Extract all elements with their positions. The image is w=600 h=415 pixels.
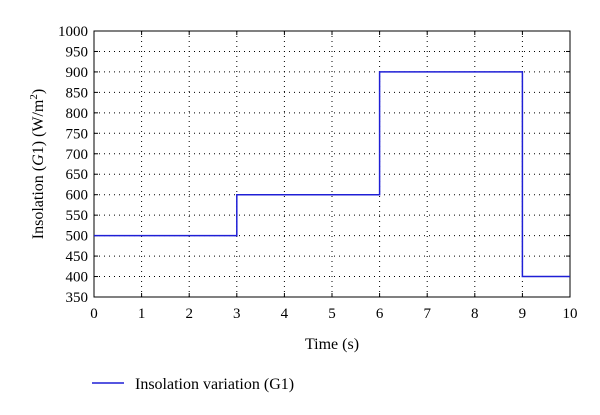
y-tick-label: 350 bbox=[66, 290, 89, 306]
y-tick-label: 600 bbox=[66, 188, 89, 204]
y-tick-label: 500 bbox=[66, 229, 89, 245]
y-tick-label: 850 bbox=[66, 85, 89, 101]
x-axis-label: Time (s) bbox=[305, 336, 359, 353]
x-tick-label: 2 bbox=[185, 306, 193, 322]
x-tick-label: 8 bbox=[471, 306, 479, 322]
legend: Insolation variation (G1) bbox=[92, 376, 294, 393]
series-layer bbox=[94, 71, 570, 278]
y-tick-label: 550 bbox=[66, 208, 89, 224]
x-tick-label: 0 bbox=[90, 306, 98, 322]
x-tick-label: 4 bbox=[281, 306, 289, 322]
x-tick-label: 9 bbox=[519, 306, 527, 322]
x-tick-label: 1 bbox=[138, 306, 146, 322]
series-line-0 bbox=[94, 71, 570, 278]
axis-ticks bbox=[93, 30, 571, 298]
y-tick-label: 800 bbox=[66, 106, 89, 122]
y-tick-label: 450 bbox=[66, 249, 89, 265]
x-tick-label: 7 bbox=[423, 306, 431, 322]
y-tick-label: 950 bbox=[66, 44, 89, 60]
plot-area bbox=[94, 31, 570, 297]
y-tick-label: 400 bbox=[66, 270, 89, 286]
x-tick-label: 6 bbox=[376, 306, 384, 322]
x-tick-labels: 0 1 2 3 4 5 6 7 8 9 10 bbox=[90, 306, 577, 322]
legend-label: Insolation variation (G1) bbox=[135, 376, 294, 393]
y-tick-label: 750 bbox=[66, 126, 89, 142]
y-tick-label: 900 bbox=[66, 65, 89, 81]
y-axis-label: Insolation (G1) (W/m2) bbox=[28, 89, 47, 239]
y-tick-label: 700 bbox=[66, 147, 89, 163]
y-tick-label: 650 bbox=[66, 167, 89, 183]
x-tick-label: 3 bbox=[233, 306, 241, 322]
x-tick-label: 5 bbox=[328, 306, 336, 322]
x-tick-label: 10 bbox=[563, 306, 578, 322]
y-tick-labels: 350 400 450 500 550 600 650 700 750 800 850 900 950 1… bbox=[58, 24, 88, 306]
y-tick-label: 1000 bbox=[58, 24, 88, 40]
